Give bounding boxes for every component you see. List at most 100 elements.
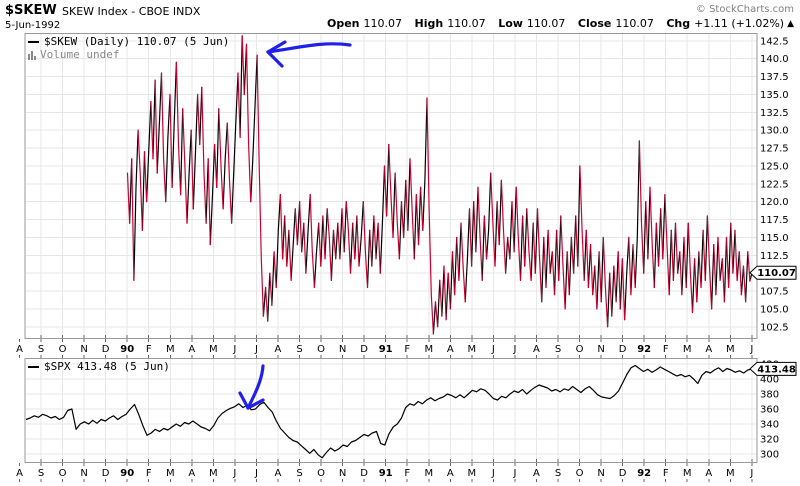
svg-text:O: O bbox=[59, 468, 67, 479]
svg-text:A: A bbox=[16, 344, 23, 355]
svg-text:340: 340 bbox=[760, 420, 779, 431]
svg-text:135.0: 135.0 bbox=[760, 90, 789, 101]
svg-text:F: F bbox=[663, 344, 669, 355]
open-label: Open bbox=[326, 17, 360, 30]
skew-price-panel: 142.5 140.0 137.5 135.0 132.5 130.0 127.5 125.0… bbox=[24, 33, 797, 339]
svg-text:S: S bbox=[38, 344, 44, 355]
svg-text:J: J bbox=[254, 344, 258, 355]
svg-text:125.0: 125.0 bbox=[760, 161, 789, 172]
svg-text:M: M bbox=[468, 344, 477, 355]
svg-text:F: F bbox=[146, 344, 152, 355]
svg-text:J: J bbox=[491, 344, 495, 355]
month-axis-bottom: A S O N D 90 F M A M J J A S O N D 91 F M A M J J A S O N D 92 F M A M J bbox=[16, 463, 753, 482]
svg-text:120.0: 120.0 bbox=[760, 197, 789, 208]
svg-text:M: M bbox=[424, 468, 433, 479]
chg-label: Chg bbox=[666, 17, 691, 30]
svg-text:M: M bbox=[468, 468, 477, 479]
svg-text:A: A bbox=[188, 468, 195, 479]
chg-value: +1.11 (+1.02%) bbox=[694, 17, 785, 30]
skew-legend-label: $SKEW (Daily) 110.07 (5 Jun) bbox=[44, 35, 230, 48]
svg-text:A: A bbox=[447, 344, 454, 355]
svg-text:J: J bbox=[491, 468, 495, 479]
svg-text:J: J bbox=[232, 468, 236, 479]
spx-line-swatch bbox=[28, 366, 39, 368]
spx-peak-arrow bbox=[246, 364, 265, 410]
svg-text:122.5: 122.5 bbox=[760, 179, 789, 190]
svg-text:F: F bbox=[146, 468, 152, 479]
svg-text:105.0: 105.0 bbox=[760, 304, 789, 315]
svg-text:F: F bbox=[404, 468, 410, 479]
svg-text:110.07: 110.07 bbox=[757, 268, 796, 279]
svg-text:A: A bbox=[533, 468, 540, 479]
svg-text:115.0: 115.0 bbox=[760, 233, 789, 244]
high-value: 110.07 bbox=[447, 17, 486, 30]
svg-text:90: 90 bbox=[120, 468, 134, 479]
volume-bars-icon bbox=[28, 50, 36, 60]
svg-text:J: J bbox=[512, 344, 516, 355]
chg-up-icon: ▲ bbox=[787, 19, 794, 29]
svg-text:92: 92 bbox=[637, 468, 651, 479]
svg-text:92: 92 bbox=[637, 344, 651, 355]
svg-text:M: M bbox=[683, 344, 692, 355]
svg-text:91: 91 bbox=[379, 468, 393, 479]
svg-text:D: D bbox=[102, 344, 110, 355]
svg-text:140.0: 140.0 bbox=[760, 54, 789, 65]
svg-text:A: A bbox=[705, 468, 712, 479]
svg-text:N: N bbox=[339, 344, 346, 355]
svg-text:N: N bbox=[80, 344, 87, 355]
svg-text:M: M bbox=[726, 468, 735, 479]
svg-text:M: M bbox=[209, 468, 218, 479]
skew-peak-arrow bbox=[266, 42, 352, 54]
svg-text:380: 380 bbox=[760, 390, 779, 401]
svg-text:D: D bbox=[102, 468, 110, 479]
svg-text:D: D bbox=[619, 468, 627, 479]
svg-text:360: 360 bbox=[760, 405, 779, 416]
svg-text:O: O bbox=[59, 344, 67, 355]
svg-text:F: F bbox=[663, 468, 669, 479]
volume-legend: Volume undef bbox=[28, 49, 119, 61]
svg-text:O: O bbox=[317, 344, 325, 355]
svg-text:107.5: 107.5 bbox=[760, 287, 789, 298]
svg-text:300: 300 bbox=[760, 450, 779, 461]
svg-text:N: N bbox=[80, 468, 87, 479]
svg-text:D: D bbox=[360, 468, 368, 479]
svg-text:142.5: 142.5 bbox=[760, 36, 789, 47]
skew-line-swatch bbox=[28, 41, 39, 43]
svg-text:J: J bbox=[749, 344, 753, 355]
svg-text:O: O bbox=[576, 344, 584, 355]
svg-text:O: O bbox=[317, 468, 325, 479]
svg-text:A: A bbox=[533, 344, 540, 355]
svg-text:137.5: 137.5 bbox=[760, 72, 789, 83]
svg-text:S: S bbox=[38, 468, 44, 479]
svg-text:127.5: 127.5 bbox=[760, 144, 789, 155]
svg-text:J: J bbox=[254, 468, 258, 479]
svg-text:400: 400 bbox=[760, 375, 779, 386]
svg-text:S: S bbox=[296, 344, 302, 355]
svg-text:D: D bbox=[360, 344, 368, 355]
svg-text:N: N bbox=[597, 468, 604, 479]
svg-text:F: F bbox=[404, 344, 410, 355]
svg-text:130.0: 130.0 bbox=[760, 126, 789, 137]
svg-text:D: D bbox=[619, 344, 627, 355]
svg-text:A: A bbox=[275, 468, 282, 479]
open-value: 110.07 bbox=[363, 17, 403, 30]
svg-text:M: M bbox=[166, 468, 175, 479]
close-label: Close bbox=[577, 17, 612, 30]
quote-summary: Open 110.07 High 110.07 Low 110.07 Close 110… bbox=[327, 17, 794, 30]
svg-text:S: S bbox=[555, 468, 561, 479]
low-value: 110.07 bbox=[526, 17, 566, 30]
svg-text:S: S bbox=[555, 344, 561, 355]
svg-text:S: S bbox=[296, 468, 302, 479]
svg-text:M: M bbox=[683, 468, 692, 479]
svg-text:J: J bbox=[749, 468, 753, 479]
svg-text:A: A bbox=[275, 344, 282, 355]
close-value: 110.07 bbox=[615, 17, 654, 30]
spx-price-panel: 420400380360340320300413.48 bbox=[24, 358, 797, 463]
svg-text:N: N bbox=[339, 468, 346, 479]
high-label: High bbox=[414, 17, 444, 30]
svg-text:A: A bbox=[16, 468, 23, 479]
chart-symbol: $SKEW bbox=[5, 3, 57, 18]
svg-text:J: J bbox=[512, 468, 516, 479]
svg-text:J: J bbox=[232, 344, 236, 355]
